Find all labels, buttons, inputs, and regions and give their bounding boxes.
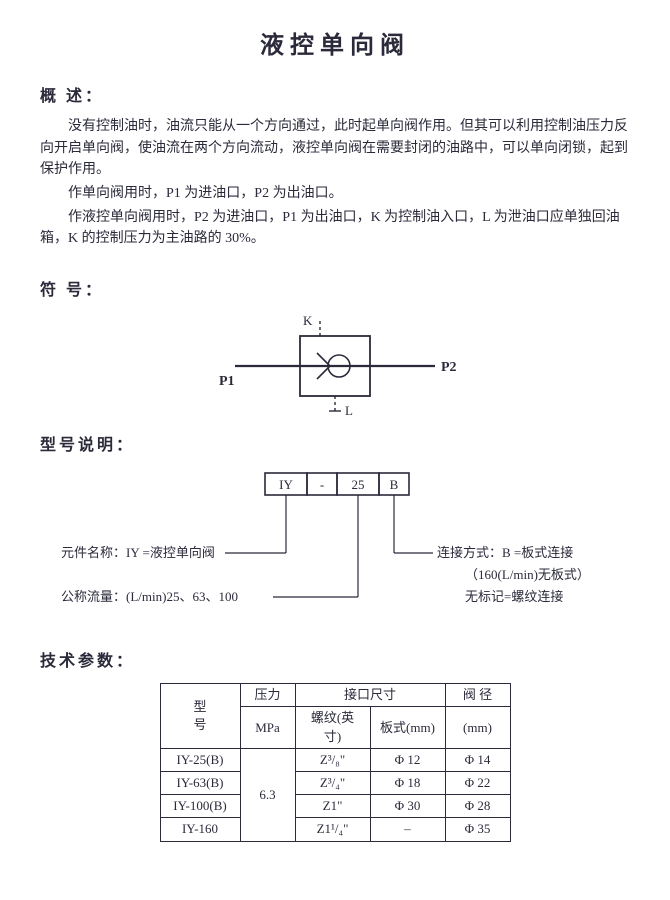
symbol-label-p2: P2 bbox=[441, 360, 457, 375]
model-heading: 型号说明： bbox=[40, 435, 630, 457]
overview-heading: 概 述： bbox=[40, 86, 630, 108]
params-table: 型 号 压力 接口尺寸 阀 径 MPa 螺纹(英寸) 板式(mm) (mm) I… bbox=[160, 683, 511, 841]
svg-text:25: 25 bbox=[352, 477, 365, 492]
params-table-wrap: 型 号 压力 接口尺寸 阀 径 MPa 螺纹(英寸) 板式(mm) (mm) I… bbox=[40, 683, 630, 841]
model-diagram: IY - 25 B 元件名称：IY =液控单向阀 公称流量：(L/min)25、… bbox=[40, 465, 630, 635]
page-title: 液控单向阀 bbox=[40, 30, 630, 64]
table-row: IY-25(B) 6.3 Z³/₈" Φ 12 Φ 14 bbox=[160, 748, 510, 771]
params-heading: 技术参数： bbox=[40, 651, 630, 673]
symbol-heading: 符 号： bbox=[40, 280, 630, 302]
table-row: IY-160 Z1¹/₄" – Φ 35 bbox=[160, 818, 510, 841]
symbol-label-k: K bbox=[303, 313, 313, 328]
svg-text:公称流量：(L/min)25、63、100: 公称流量：(L/min)25、63、100 bbox=[61, 589, 238, 604]
table-row: IY-100(B) Z1" Φ 30 Φ 28 bbox=[160, 795, 510, 818]
svg-text:B: B bbox=[390, 477, 399, 492]
table-row: 型 号 压力 接口尺寸 阀 径 bbox=[160, 684, 510, 707]
overview-para-2: 作液控单向阀用时，P2 为进油口，P1 为出油口，K 为控制油入口，L 为泄油口… bbox=[40, 207, 630, 250]
table-row: IY-63(B) Z³/₄" Φ 18 Φ 22 bbox=[160, 772, 510, 795]
overview-para-1: 作单向阀用时，P1 为进油口，P2 为出油口。 bbox=[40, 183, 630, 205]
svg-text:连接方式：B =板式连接: 连接方式：B =板式连接 bbox=[437, 545, 573, 560]
symbol-label-l: L bbox=[345, 403, 353, 418]
symbol-diagram: K L P1 P2 bbox=[40, 311, 630, 421]
overview-para-0: 没有控制油时，油流只能从一个方向通过，此时起单向阀作用。但其可以利用控制油压力反… bbox=[40, 116, 630, 181]
symbol-label-p1: P1 bbox=[219, 374, 235, 389]
svg-text:-: - bbox=[320, 477, 324, 492]
svg-text:元件名称：IY =液控单向阀: 元件名称：IY =液控单向阀 bbox=[61, 545, 215, 560]
svg-text:（160(L/min)无板式）: （160(L/min)无板式） bbox=[465, 567, 590, 582]
svg-text:无标记=螺纹连接: 无标记=螺纹连接 bbox=[465, 589, 563, 604]
svg-text:IY: IY bbox=[279, 477, 293, 492]
